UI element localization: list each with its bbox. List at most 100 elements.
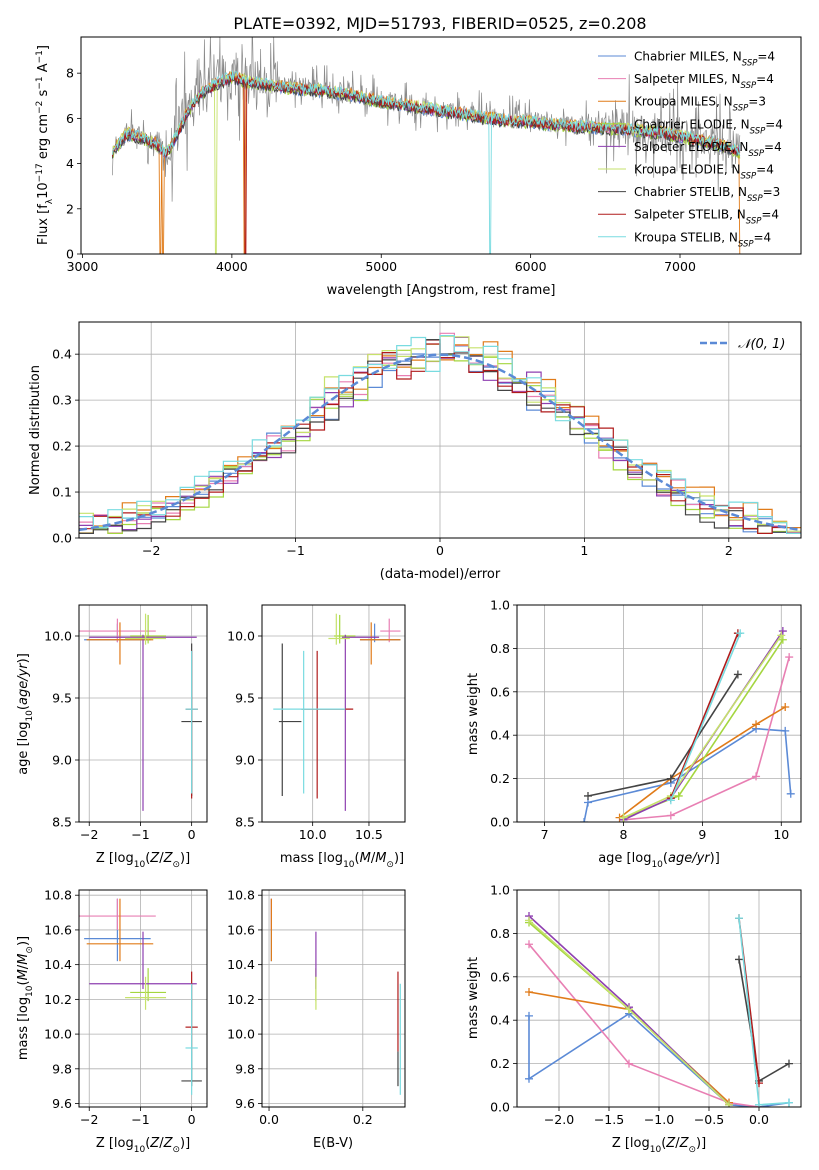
mass_vs_Z-ytick-label: 10.2	[44, 992, 72, 1007]
weight_vs_age-ytick-label: 0.2	[490, 771, 510, 786]
spectrum-ytick-label: 4	[66, 156, 74, 171]
mass_vs_ebv-ytick-label: 9.8	[235, 1061, 255, 1076]
mass_vs_Z-ytick-label: 10.4	[44, 957, 72, 972]
sfh-line	[528, 943, 760, 1107]
spectrum-xtick-label: 3000	[67, 259, 99, 274]
sfh-line	[670, 632, 742, 801]
weight_vs_Z-frame: −2.0 −1.5 −1.0 −0.5 0.0 0.0 0.2 0.4 0.6 0.8 1.0	[490, 883, 802, 1127]
age_vs_mass-xtick-label: 10.0	[299, 827, 327, 842]
sfh-point	[777, 631, 786, 640]
spectrum-ytick-label: 0	[66, 247, 74, 262]
weight-vs-age-xlabel: age [log10(age/yr)]	[598, 851, 720, 870]
age_vs_mass-panel: 10.0 10.5 8.5 9.0 9.5 10.0 mass [log10(M/M⊙)]	[227, 604, 406, 870]
age_vs_Z-xtick-label: 0	[188, 827, 196, 842]
weight_vs_Z-ytick-label: 0.2	[490, 1056, 510, 1071]
sfh-point	[781, 702, 790, 711]
weight_vs_Z-xtick-label: −1.0	[644, 1112, 674, 1127]
mass-vs-ebv-xlabel: E(B-V)	[313, 1136, 353, 1151]
sfh-point	[752, 720, 761, 729]
mass_vs_ebv-ytick-label: 9.6	[235, 1096, 255, 1111]
sfh-point	[736, 629, 745, 638]
legend-entry: Kroupa ELODIE, NSSP=4	[634, 163, 774, 182]
age_vs_Z-xtick-label: −2	[80, 827, 98, 842]
weight-vs-Z-ylabel: mass weight	[466, 957, 481, 1039]
figure-title: PLATE=0392, MJD=51793, FIBERID=0525, z=0…	[233, 14, 646, 33]
mass-vs-Z-ylabel: mass [log10(M/M⊙)]	[16, 936, 35, 1060]
mass_vs_ebv-ytick-label: 10.2	[227, 992, 255, 1007]
residuals-ytick-label: 0.4	[52, 347, 72, 362]
sfh-point	[785, 653, 794, 662]
mass-vs-Z-xlabel: Z [log10(Z/Z⊙)]	[96, 1136, 190, 1155]
weight_vs_Z-ytick-label: 0.0	[490, 1100, 510, 1115]
sfh-point	[525, 1074, 533, 1083]
sfh-point	[525, 987, 533, 996]
weight_vs_Z-marks	[525, 912, 793, 1107]
age_vs_mass-ytick-label: 9.5	[235, 691, 255, 706]
residuals-ytick-label: 0.1	[52, 485, 72, 500]
sfh-point	[725, 1100, 733, 1107]
spectrum-xtick-label: 5000	[365, 259, 397, 274]
weight_vs_age-ytick-label: 0.8	[490, 641, 510, 656]
mass_vs_Z-xtick-label: 0	[188, 1112, 196, 1127]
spectrum-ytick-label: 8	[66, 66, 74, 81]
weight_vs_Z-xtick-label: −2.0	[544, 1112, 574, 1127]
spectrum-legend: Chabrier MILES, NSSP=4 Salpeter MILES, NS…	[598, 50, 783, 249]
sfh-point	[525, 916, 533, 925]
sfh-point	[666, 774, 675, 783]
legend-entry: Chabrier MILES, NSSP=4	[634, 50, 775, 69]
weight_vs_age-xtick-label: 7	[541, 827, 549, 842]
weight_vs_Z-ytick-label: 0.4	[490, 1013, 510, 1028]
legend-entry: Kroupa MILES, NSSP=3	[634, 95, 766, 114]
residuals-ylabel: Normed distribution	[28, 365, 43, 495]
residuals-xlabel: (data-model)/error	[380, 567, 501, 582]
sfh-line	[738, 918, 790, 1106]
weight_vs_age-marks	[580, 627, 795, 822]
legend-entry: Chabrier STELIB, NSSP=3	[634, 185, 780, 204]
residual-histogram	[79, 335, 801, 534]
age-vs-mass-xlabel: mass [log10(M/M⊙)]	[280, 851, 404, 870]
spectrum-xtick-label: 7000	[664, 259, 696, 274]
sfh-point	[735, 914, 743, 923]
spectrum-marks	[111, 37, 741, 254]
weight_vs_Z-panel: −2.0 −1.5 −1.0 −0.5 0.0 0.0 0.2 0.4 0.6 0.8 1.0 Z […	[466, 883, 802, 1155]
mass_vs_Z-marks	[79, 898, 202, 1095]
legend-entry: 𝒩(0, 1)	[738, 337, 785, 352]
sfh-point	[580, 818, 589, 822]
mass_vs_ebv-panel: 0.0 0.2 9.6 9.8 10.0 10.2 10.4 10.6 10.8 E(B-V)	[227, 888, 406, 1151]
sfh-point	[666, 811, 675, 820]
weight_vs_Z-xtick-label: −0.5	[694, 1112, 724, 1127]
sfh-point	[752, 772, 761, 781]
weight-vs-age-ylabel: mass weight	[466, 673, 481, 755]
model-spectrum	[111, 71, 740, 254]
mass_vs_Z-xtick-label: −2	[80, 1112, 98, 1127]
legend-entry: Salpeter MILES, NSSP=4	[634, 72, 774, 91]
weight_vs_Z-ytick-label: 0.8	[490, 926, 510, 941]
sfh-point	[778, 627, 787, 636]
mass_vs_ebv-ytick-label: 10.4	[227, 957, 255, 972]
sfh-point	[525, 1011, 533, 1020]
age_vs_Z-marks	[79, 613, 202, 811]
spectrum-panel: 3000 4000 5000 6000 7000 0 2 4 6 8 Chabrier MILES,…	[35, 36, 802, 298]
spectrum-xtick-label: 4000	[216, 259, 248, 274]
mass_vs_ebv-ytick-label: 10.6	[227, 922, 255, 937]
mass_vs_ebv-ytick-label: 10.8	[227, 888, 255, 903]
sfh-point	[666, 796, 675, 805]
mass_vs_ebv-marks	[270, 898, 401, 1095]
mass_vs_Z-panel: −2 −1 0 9.6 9.8 10.0 10.2 10.4 10.6 10.8 Z [log10(…	[16, 888, 208, 1155]
age_vs_Z-ytick-label: 10.0	[44, 629, 72, 644]
mass_vs_Z-xtick-label: −1	[131, 1112, 149, 1127]
weight_vs_age-ytick-label: 0.6	[490, 684, 510, 699]
residuals-xtick-label: −2	[142, 543, 160, 558]
age_vs_mass-ytick-label: 9.0	[235, 753, 255, 768]
residuals-xtick-label: −1	[286, 543, 304, 558]
spectrum-ytick-label: 2	[66, 201, 74, 216]
sfh-point	[778, 635, 787, 644]
residuals-xtick-label: 2	[725, 543, 733, 558]
age_vs_mass-frame: 10.0 10.5 8.5 9.0 9.5 10.0	[227, 604, 406, 842]
weight_vs_Z-xtick-label: 0.0	[749, 1112, 769, 1127]
sfh-point	[755, 1100, 763, 1107]
age_vs_Z-ytick-label: 9.0	[52, 753, 72, 768]
age_vs_Z-frame: −2 −1 0 8.5 9.0 9.5 10.0	[44, 604, 208, 842]
mass_vs_Z-frame: −2 −1 0 9.6 9.8 10.0 10.2 10.4 10.6 10.8	[44, 888, 208, 1127]
